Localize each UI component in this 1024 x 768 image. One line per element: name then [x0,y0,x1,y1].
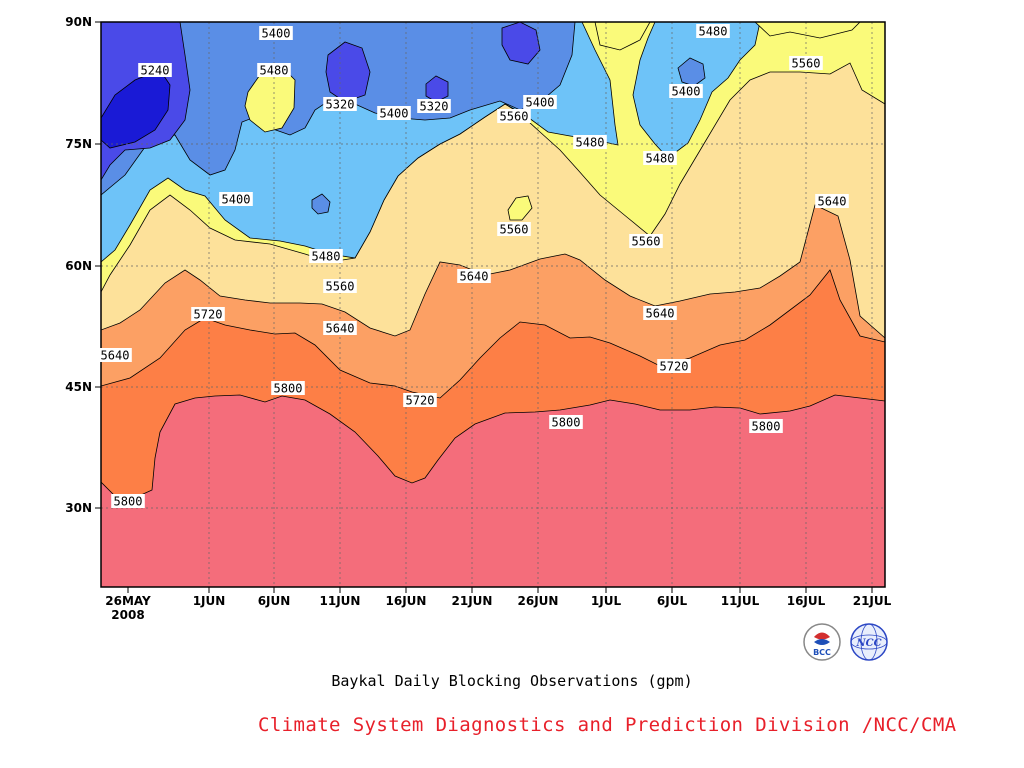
gridlines [101,22,885,587]
island-5320-b [677,57,706,87]
bcc-logo-text: BCC [813,648,831,657]
contour-label-bg [417,99,451,113]
x-tick-label: 26MAY [105,594,151,608]
island-5240-b [425,75,449,103]
contour-label: 5400 [380,107,409,121]
contour-label-bg [271,381,305,395]
chart-caption: Baykal Daily Blocking Observations (gpm) [331,672,693,690]
contour-label: 5560 [792,57,821,71]
contour-label-bg [323,97,357,111]
contour-label: 5480 [699,25,728,39]
band-below-5240 [101,69,171,149]
x-tick-label: 1JUN [193,594,226,608]
y-tick-label: 90N [65,15,92,29]
contour-label: 5560 [500,223,529,237]
x-tick-marks [127,587,873,593]
x-tick-label: 1JUL [591,594,622,608]
contour-label-bg [643,151,677,165]
contour-label: 5400 [526,96,555,110]
contour-label-bg [98,348,132,362]
x-tick-label: 11JUN [320,594,361,608]
island-5240-c [501,22,541,65]
contour-label: 5800 [274,382,303,396]
contour-label: 5800 [552,416,581,430]
contour-label: 5720 [406,394,435,408]
ncc-logo-icon: NCC [850,623,888,661]
contour-label-bg [111,494,145,508]
x-tick-label: 6JUN [258,594,291,608]
contour-label: 5560 [632,235,661,249]
island-5480-c [754,22,861,39]
contour-label-bg [497,109,531,123]
contour-label: 5240 [141,64,170,78]
contour-label: 5800 [114,495,143,509]
contour-label: 5480 [260,64,289,78]
contour-label-bg [191,307,225,321]
contour-label-bg [323,321,357,335]
island-5240-a [325,41,371,103]
contour-label: 5400 [262,27,291,41]
contour-label-bg [669,84,703,98]
contour-label-bg [457,269,491,283]
contour-label: 5400 [222,193,251,207]
contour-label: 5720 [660,360,689,374]
contour-label: 5560 [326,280,355,294]
contour-label-bg [259,26,293,40]
contour-label-bg [219,192,253,206]
contour-label-bg [573,135,607,149]
contour-label: 5640 [101,349,130,363]
island-5480-b [594,22,651,51]
y-tick-marks [95,21,101,509]
contour-label: 5800 [752,420,781,434]
y-tick-label: 30N [65,501,92,515]
contour-label: 5640 [326,322,355,336]
contour-label-bg [497,222,531,236]
island-5320-a [311,193,331,215]
ncc-logo-text: NCC [855,638,881,649]
contour-label-bg [629,234,663,248]
contour-label: 5480 [576,136,605,150]
contour-label-bg [643,306,677,320]
y-tick-label: 75N [65,137,92,151]
contour-label: 5640 [460,270,489,284]
plot-frame [100,21,886,588]
contour-label-bg [749,419,783,433]
x-tick-label: 21JUN [452,594,493,608]
contour-label-bg [549,415,583,429]
credit-line: Climate System Diagnostics and Predictio… [258,714,957,736]
contour-label-bg [323,279,357,293]
contour-label: 5320 [420,100,449,114]
x-tick-label: 6JUL [657,594,688,608]
contour-label-bg [657,359,691,373]
x-tick-label: 26JUN [518,594,559,608]
y-tick-label: 60N [65,259,92,273]
x-tick-label: 21JUL [853,594,892,608]
contour-label-bg [815,194,849,208]
contour-label: 5480 [646,152,675,166]
contour-label: 5640 [818,195,847,209]
contour-label-bg [377,106,411,120]
x-year-label: 2008 [111,608,144,622]
contour-label-bg [309,249,343,263]
contour-label-bg [523,95,557,109]
x-tick-label: 11JUL [721,594,760,608]
contour-chart: 90N 75N 60N 45N 30N 26MAY 2008 1JUN 6JUN… [65,15,892,622]
contour-label-bg [696,24,730,38]
contour-label: 5720 [194,308,223,322]
x-tick-label: 16JUN [386,594,427,608]
contour-label: 5400 [672,85,701,99]
y-tick-label: 45N [65,380,92,394]
contour-label-bg [403,393,437,407]
x-tick-label: 16JUL [787,594,826,608]
contour-label: 5320 [326,98,355,112]
island-5480-d [507,195,533,221]
contour-label-bg [257,63,291,77]
contour-label-bg [789,56,823,70]
contour-label: 5480 [312,250,341,264]
bcc-logo-icon: BCC [803,623,841,661]
contour-label: 5640 [646,307,675,321]
contour-label: 5560 [500,110,529,124]
contour-label-bg [138,63,172,77]
